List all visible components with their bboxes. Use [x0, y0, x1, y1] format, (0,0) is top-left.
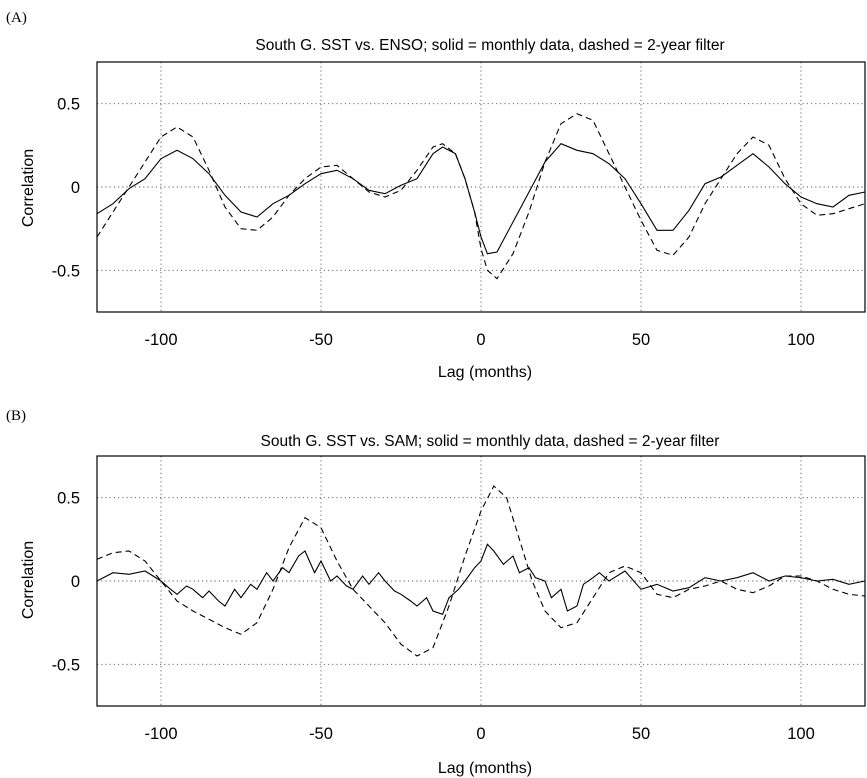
panel-b-xlabel: Lag (months)	[438, 760, 532, 777]
panel-b-ytick-label-1: 0	[71, 573, 80, 591]
panel-b-series-dashed-line	[96, 485, 866, 657]
panel-b-tag: (B)	[6, 408, 26, 424]
panel-b-xtick-label-0: -100	[144, 725, 177, 743]
panel-a-tag: (A)	[6, 10, 27, 26]
panel-b-xtick-label-1: -50	[309, 725, 333, 743]
panel-b-ylabel: Correlation	[20, 541, 37, 619]
panel-a-xtick-label-2: 0	[476, 331, 485, 349]
panel-b: (B) South G. SST vs. SAM; solid = monthl…	[6, 408, 866, 777]
panel-b-ytick-label-2: -0.5	[52, 656, 80, 674]
panel-a-ylabel: Correlation	[20, 149, 37, 227]
panel-a-xtick-label-1: -50	[309, 331, 333, 349]
panel-b-series-solid-line	[96, 543, 866, 615]
panel-a-plot-frame	[96, 61, 866, 313]
panel-a: (A) South G. SST vs. ENSO; solid = month…	[6, 10, 866, 381]
panel-a-ytick-label-0: 0.5	[57, 96, 80, 114]
panel-a-ytick-label-2: -0.5	[52, 262, 80, 280]
panel-a-xtick-label-0: -100	[144, 331, 177, 349]
panel-b-ytick-label-0: 0.5	[57, 490, 80, 508]
panel-b-plot-frame	[96, 455, 866, 707]
panel-b-xtick-label-4: 100	[787, 725, 815, 743]
panel-a-ytick-label-1: 0	[71, 179, 80, 197]
panel-a-xtick-label-3: 50	[632, 331, 650, 349]
panel-b-xtick-label-2: 0	[476, 725, 485, 743]
panel-b-title: South G. SST vs. SAM; solid = monthly da…	[261, 433, 720, 450]
panel-a-series-solid-line	[96, 143, 866, 255]
panel-a-title: South G. SST vs. ENSO; solid = monthly d…	[255, 37, 724, 54]
panel-b-xtick-label-3: 50	[632, 725, 650, 743]
panel-a-xtick-label-4: 100	[787, 331, 815, 349]
panel-a-xlabel: Lag (months)	[438, 364, 532, 381]
panel-a-series-dashed-line	[96, 113, 866, 280]
